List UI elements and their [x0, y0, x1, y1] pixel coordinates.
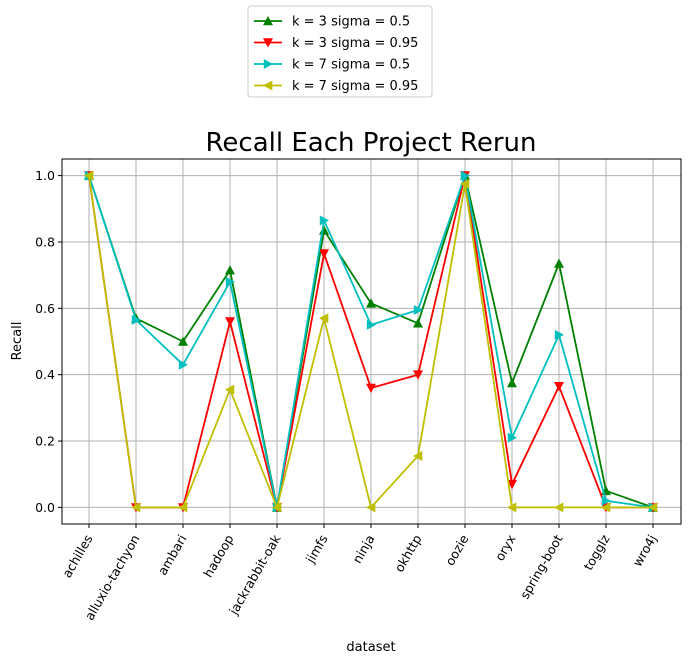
data-point: [648, 502, 658, 513]
y-tick-label: 0.4: [35, 367, 55, 382]
y-tick-label: 1.0: [35, 168, 55, 183]
data-point: [225, 384, 235, 395]
y-axis-ticks: 0.0 0.2 0.4 0.6 0.8 1.0: [35, 168, 62, 515]
series-layer: [84, 170, 658, 513]
legend-frame: [247, 5, 433, 98]
y-tick-label: 0.8: [35, 234, 55, 249]
data-point: [366, 319, 376, 330]
data-point: [554, 382, 564, 392]
data-point: [413, 451, 423, 461]
x-axis-label: dataset: [346, 640, 395, 655]
legend-marker: [263, 16, 273, 26]
legend-label: k = 3 sigma = 0.95: [292, 36, 418, 51]
legend-marker: [263, 38, 273, 48]
data-point: [507, 479, 517, 490]
data-point: [225, 276, 235, 287]
x-tick-label: ambari: [155, 532, 190, 578]
data-point: [178, 336, 188, 346]
series-3: [84, 170, 658, 513]
data-point: [507, 432, 517, 443]
legend-marker: [263, 59, 273, 69]
data-point: [601, 495, 611, 506]
data-point: [225, 317, 235, 327]
data-point: [413, 305, 423, 315]
data-point: [178, 502, 188, 513]
data-point: [84, 170, 94, 181]
y-tick-label: 0.6: [35, 301, 55, 316]
legend-label: k = 3 sigma = 0.5: [292, 15, 410, 30]
legend-label: k = 7 sigma = 0.5: [292, 58, 410, 73]
data-point: [131, 314, 141, 325]
x-tick-label: jimfs: [302, 532, 331, 566]
x-tick-label: achilles: [59, 532, 96, 580]
data-point: [413, 318, 423, 328]
chart-title: Recall Each Project Rerun: [206, 128, 537, 158]
x-tick-label: hadoop: [200, 532, 236, 580]
data-point: [554, 258, 564, 268]
x-tick-label: ninja: [349, 532, 377, 566]
data-point: [554, 329, 564, 340]
data-point: [507, 502, 517, 513]
series-4: [84, 170, 658, 513]
x-tick-label: oozie: [442, 532, 472, 568]
y-tick-label: 0.2: [35, 434, 55, 449]
data-point: [507, 378, 517, 388]
x-tick-label: togglz: [580, 532, 612, 573]
data-point: [460, 178, 470, 189]
x-tick-label: oryx: [492, 532, 519, 563]
legend: k = 3 sigma = 0.5 k = 3 sigma = 0.95 k = 7…: [247, 5, 433, 98]
data-point: [319, 313, 329, 324]
x-tick-label: wro4j: [630, 532, 660, 569]
x-tick-label: jackrabbit-oak: [225, 531, 284, 618]
legend-label: k = 7 sigma = 0.95: [292, 79, 418, 94]
data-point: [601, 502, 611, 513]
data-point: [460, 170, 470, 181]
x-tick-label: okhttp: [391, 532, 424, 575]
data-point: [366, 502, 376, 513]
data-point: [366, 383, 376, 393]
y-tick-label: 0.0: [35, 500, 55, 515]
data-point: [413, 370, 423, 380]
legend-marker: [263, 80, 273, 91]
data-point: [554, 502, 564, 513]
data-point: [319, 249, 329, 259]
data-point: [319, 215, 329, 226]
x-tick-label: spring-boot: [517, 532, 566, 602]
data-point: [178, 359, 188, 370]
grid-lines: [62, 159, 681, 524]
data-point: [366, 298, 376, 308]
data-point: [225, 265, 235, 275]
y-axis-label: Recall: [10, 322, 25, 361]
data-point: [131, 502, 141, 513]
data-point: [272, 502, 282, 513]
